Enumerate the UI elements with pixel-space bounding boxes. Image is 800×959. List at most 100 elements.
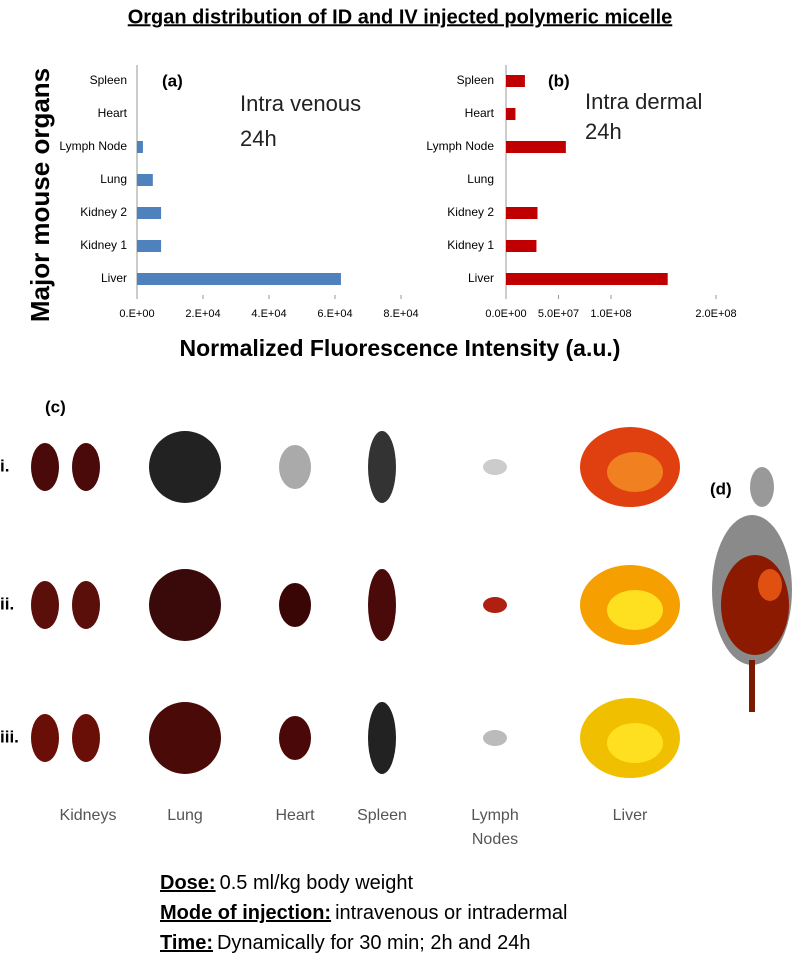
note-text: 0.5 ml/kg body weight bbox=[219, 872, 414, 894]
organ-image bbox=[149, 702, 221, 774]
panel-label: (a) bbox=[162, 71, 183, 90]
organ-image bbox=[483, 459, 507, 475]
organ-image bbox=[368, 702, 396, 774]
organ-shape bbox=[607, 590, 663, 630]
annotation: Intra venous bbox=[240, 91, 361, 116]
organ-shape bbox=[72, 443, 100, 491]
note: Time: Dynamically for 30 min; 2h and 24h bbox=[160, 932, 530, 955]
organ-shape bbox=[31, 443, 59, 491]
organ-image bbox=[483, 597, 507, 613]
bar bbox=[137, 273, 341, 285]
bar bbox=[137, 174, 153, 186]
note: Dose: 0.5 ml/kg body weight bbox=[160, 872, 413, 895]
organ-image bbox=[483, 730, 507, 746]
organ-image bbox=[580, 698, 680, 778]
organ-shape bbox=[149, 702, 221, 774]
panel-label: (c) bbox=[45, 397, 66, 416]
y-tick-label: Kidney 2 bbox=[447, 205, 494, 219]
bar bbox=[506, 207, 538, 219]
y-tick-label: Heart bbox=[98, 106, 128, 120]
organ-shape bbox=[607, 723, 663, 763]
organ-shape bbox=[368, 431, 396, 503]
organ-shape bbox=[149, 569, 221, 641]
organ-shape bbox=[368, 569, 396, 641]
organ-shape bbox=[279, 445, 311, 489]
y-tick-label: Spleen bbox=[457, 73, 494, 87]
organ-image bbox=[368, 431, 396, 503]
bar bbox=[506, 240, 537, 252]
organ-shape bbox=[607, 452, 663, 492]
row-label: i. bbox=[0, 456, 9, 475]
organ-image bbox=[31, 443, 100, 491]
column-label: Lung bbox=[167, 807, 203, 824]
y-tick-label: Kidney 2 bbox=[80, 205, 127, 219]
column-label: Liver bbox=[612, 807, 648, 824]
annotation: 24h bbox=[585, 119, 622, 144]
x-tick-label: 2.0E+08 bbox=[695, 308, 736, 320]
note-text: Dynamically for 30 min; 2h and 24h bbox=[216, 932, 531, 954]
note-text: intravenous or intradermal bbox=[335, 902, 568, 924]
column-label: Spleen bbox=[357, 807, 407, 824]
organ-shape bbox=[279, 583, 311, 627]
panel-label: (d) bbox=[710, 479, 732, 498]
y-tick-label: Liver bbox=[101, 271, 127, 285]
note: Mode of injection: intravenous or intrade… bbox=[160, 902, 567, 925]
organ-image bbox=[31, 714, 100, 762]
row-label: iii. bbox=[0, 727, 19, 746]
column-label: Heart bbox=[275, 807, 315, 824]
y-tick-label: Lung bbox=[467, 172, 494, 186]
organ-shape bbox=[483, 730, 507, 746]
y-tick-label: Heart bbox=[465, 106, 495, 120]
y-tick-label: Lung bbox=[100, 172, 127, 186]
note-label: Mode of injection: bbox=[160, 902, 332, 924]
bar bbox=[137, 141, 143, 153]
column-label: Kidneys bbox=[59, 807, 117, 824]
y-tick-label: Liver bbox=[468, 271, 494, 285]
x-tick-label: 4.E+04 bbox=[251, 308, 286, 320]
organ-shape bbox=[149, 431, 221, 503]
organ-image bbox=[149, 569, 221, 641]
organ-image bbox=[580, 427, 680, 507]
x-tick-label: 0.0E+00 bbox=[485, 308, 526, 320]
organ-image bbox=[279, 583, 311, 627]
x-tick-label: 6.E+04 bbox=[317, 308, 352, 320]
bar bbox=[137, 240, 162, 252]
organ-shape bbox=[31, 714, 59, 762]
y-tick-label: Kidney 1 bbox=[447, 238, 494, 252]
mouse-image bbox=[712, 467, 792, 712]
y-tick-label: Kidney 1 bbox=[80, 238, 127, 252]
x-tick-label: 2.E+04 bbox=[185, 308, 220, 320]
bar bbox=[506, 273, 668, 285]
bar bbox=[137, 207, 162, 219]
y-tick-label: Spleen bbox=[90, 73, 127, 87]
organ-shape bbox=[31, 581, 59, 629]
organ-image bbox=[279, 716, 311, 760]
x-tick-label: 1.0E+08 bbox=[590, 308, 631, 320]
bar bbox=[506, 108, 516, 120]
organ-shape bbox=[483, 459, 507, 475]
organ-image bbox=[31, 581, 100, 629]
organ-shape bbox=[368, 702, 396, 774]
x-tick-label: 8.E+04 bbox=[383, 308, 418, 320]
column-label: Lymph Nodes bbox=[471, 807, 519, 848]
organ-image bbox=[149, 431, 221, 503]
note-label: Dose: bbox=[160, 872, 216, 894]
organ-image bbox=[279, 445, 311, 489]
x-tick-label: 0.E+00 bbox=[119, 308, 154, 320]
note-label: Time: bbox=[160, 932, 213, 954]
organ-image bbox=[368, 569, 396, 641]
organ-shape bbox=[72, 714, 100, 762]
organ-shape bbox=[72, 581, 100, 629]
y-tick-label: Lymph Node bbox=[426, 139, 494, 153]
x-axis-label: Normalized Fluorescence Intensity (a.u.) bbox=[180, 335, 621, 361]
panel-label: (b) bbox=[548, 71, 570, 90]
figure-title: Organ distribution of ID and IV injected… bbox=[128, 6, 673, 28]
annotation: Intra dermal bbox=[585, 89, 702, 114]
organ-image bbox=[580, 565, 680, 645]
organ-shape bbox=[279, 716, 311, 760]
y-axis-label: Major mouse organs bbox=[25, 68, 55, 322]
bar bbox=[506, 75, 525, 87]
y-tick-label: Lymph Node bbox=[59, 139, 127, 153]
